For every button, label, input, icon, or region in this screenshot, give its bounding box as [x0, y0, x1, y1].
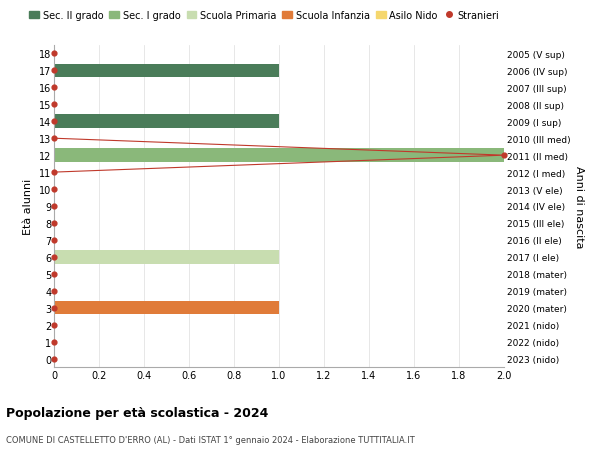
Point [49, 203, 59, 210]
Point [49, 101, 59, 109]
Bar [54, 301, 279, 315]
Y-axis label: Età alunni: Età alunni [23, 179, 33, 235]
Bar [54, 149, 504, 162]
Point [49, 254, 59, 261]
Point [49, 84, 59, 92]
Point [49, 169, 59, 176]
Text: Popolazione per età scolastica - 2024: Popolazione per età scolastica - 2024 [6, 406, 268, 419]
Y-axis label: Anni di nascita: Anni di nascita [574, 165, 584, 248]
Point [499, 152, 509, 159]
Point [49, 338, 59, 346]
Point [49, 270, 59, 278]
Point [49, 220, 59, 227]
Text: COMUNE DI CASTELLETTO D'ERRO (AL) - Dati ISTAT 1° gennaio 2024 - Elaborazione TU: COMUNE DI CASTELLETTO D'ERRO (AL) - Dati… [6, 435, 415, 444]
Legend: Sec. II grado, Sec. I grado, Scuola Primaria, Scuola Infanzia, Asilo Nido, Stran: Sec. II grado, Sec. I grado, Scuola Prim… [28, 9, 501, 23]
Point [49, 186, 59, 193]
Point [49, 67, 59, 75]
Point [49, 50, 59, 58]
Point [49, 287, 59, 295]
Bar [54, 251, 279, 264]
Point [49, 237, 59, 244]
Point [49, 355, 59, 363]
Bar [54, 115, 279, 129]
Bar [54, 65, 279, 78]
Point [49, 321, 59, 329]
Point [49, 135, 59, 143]
Point [49, 118, 59, 126]
Point [49, 304, 59, 312]
